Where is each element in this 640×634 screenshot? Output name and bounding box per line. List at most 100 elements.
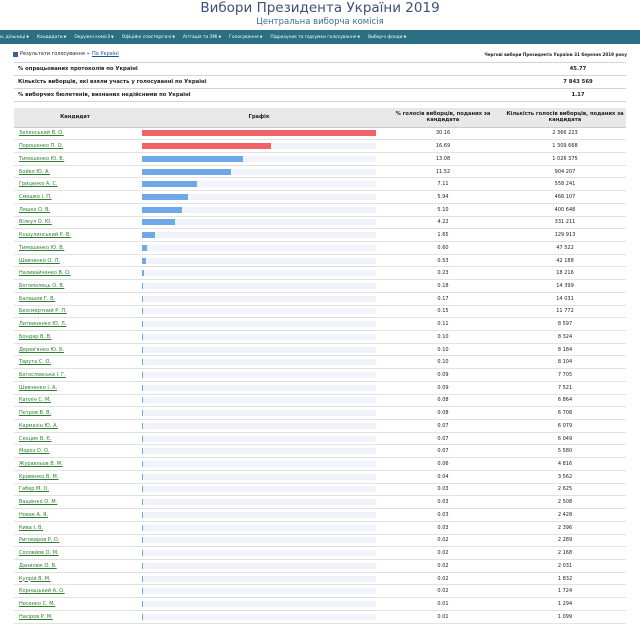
bar-track xyxy=(142,588,376,595)
vote-share-bar xyxy=(142,588,143,595)
bar-track xyxy=(142,435,376,442)
candidate-cell: Соловйов О. М. xyxy=(14,546,136,560)
candidate-link[interactable]: Насіров Р. М. xyxy=(19,613,53,620)
candidate-link[interactable]: Ващенко О. М. xyxy=(19,499,58,506)
caret-down-icon: ▼ xyxy=(357,35,361,39)
candidate-link[interactable]: Кривенко В. М. xyxy=(19,473,59,480)
candidate-cell: Зеленський В. О. xyxy=(14,127,136,141)
graph-cell xyxy=(136,610,382,624)
percent-cell: 4.22 xyxy=(382,216,504,230)
candidate-link[interactable]: Вілкул О. Ю. xyxy=(19,219,52,226)
count-cell: 558 241 xyxy=(504,177,626,192)
table-row: Богословська І. Г. 0.09 7 705 xyxy=(14,368,626,382)
candidate-link[interactable]: Кошулинський Р. В. xyxy=(19,232,71,239)
graph-cell xyxy=(136,228,382,242)
candidate-link[interactable]: Скоцик В. Є. xyxy=(19,435,52,442)
bar-track xyxy=(142,168,376,175)
nav-item-observers[interactable]: Офіційні спостерігачі ▼ xyxy=(121,34,175,40)
vote-share-bar xyxy=(142,372,143,379)
table-row: Порошенко П. О. 16.69 1 309 668 xyxy=(14,139,626,153)
candidate-link[interactable]: Гриценко А. С. xyxy=(19,181,58,188)
candidate-link[interactable]: Мороз О. О. xyxy=(19,448,50,455)
column-header-graph: Графік xyxy=(136,108,382,128)
candidate-cell: Дерев'янко Ю. Б. xyxy=(14,343,136,357)
candidate-link[interactable]: Носенко С. М. xyxy=(19,600,56,607)
breadcrumb-current-link[interactable]: По Україні xyxy=(92,51,119,57)
candidate-link[interactable]: Кива І. В. xyxy=(19,524,44,531)
site-subtitle: Центральна виборча комісія xyxy=(256,17,384,27)
candidate-link[interactable]: Богомолець О. В. xyxy=(19,282,65,289)
candidate-link[interactable]: Богословська І. Г. xyxy=(19,372,66,379)
graph-cell xyxy=(136,419,382,433)
double-chevron-icon: » xyxy=(86,51,91,57)
candidate-link[interactable]: Литвиненко Ю. Л. xyxy=(19,321,67,328)
candidate-link[interactable]: Бойко Ю. А. xyxy=(19,168,50,175)
candidate-link[interactable]: Журавльов В. М. xyxy=(19,461,63,468)
table-row: Гриценко А. С. 7.11 558 241 xyxy=(14,177,626,192)
candidate-link[interactable]: Соловйов О. М. xyxy=(19,550,59,557)
candidate-link[interactable]: Тимошенко Ю. В. xyxy=(19,244,65,251)
graph-cell xyxy=(136,343,382,357)
percent-cell: 0.02 xyxy=(382,572,504,586)
table-row: Купрій В. М. 0.02 1 832 xyxy=(14,572,626,586)
graph-cell xyxy=(136,317,382,331)
candidate-cell: Носенко С. М. xyxy=(14,597,136,611)
candidate-cell: Ващенко О. М. xyxy=(14,495,136,510)
candidate-cell: Безсмертний Р. П. xyxy=(14,305,136,319)
candidate-link[interactable]: Петров В. В. xyxy=(19,410,52,417)
graph-cell xyxy=(136,381,382,395)
nav-item-districts[interactable]: и, дільниці ▼ xyxy=(0,34,29,40)
nav-item-district-commissions[interactable]: Окружні комісії ▼ xyxy=(74,34,114,40)
candidate-link[interactable]: Тимошенко Ю. В. xyxy=(19,155,65,162)
candidate-link[interactable]: Габер М. О. xyxy=(19,486,50,493)
candidate-link[interactable]: Каплін С. М. xyxy=(19,397,51,404)
caret-down-icon: ▼ xyxy=(26,35,29,39)
candidate-link[interactable]: Корнацький А. О. xyxy=(19,588,65,595)
percent-cell: 0.07 xyxy=(382,419,504,433)
candidate-link[interactable]: Ляшко О. В. xyxy=(19,206,51,213)
count-cell: 2 289 xyxy=(504,534,626,548)
table-row: Богомолець О. В. 0.18 14 399 xyxy=(14,279,626,293)
table-row: Тимошенко Ю. В. 0.60 47 522 xyxy=(14,241,626,255)
nav-item-vote-count[interactable]: Підрахунок та підсумки голосування ▼ xyxy=(270,34,361,40)
candidate-link[interactable]: Бондар В. В. xyxy=(19,333,52,340)
summary-value: 1.17 xyxy=(526,88,626,102)
candidate-link[interactable]: Порошенко П. О. xyxy=(19,143,64,150)
candidate-link[interactable]: Наливайченко В. О. xyxy=(19,270,71,277)
nav-item-candidates[interactable]: Кандидати ▼ xyxy=(36,34,67,40)
candidate-link[interactable]: Безсмертний Р. П. xyxy=(19,308,67,315)
candidate-link[interactable]: Смешко І. П. xyxy=(19,193,52,200)
bar-track xyxy=(142,524,376,531)
percent-cell: 5.94 xyxy=(382,190,504,204)
graph-cell xyxy=(136,521,382,535)
nav-item-campaign-media[interactable]: Агітація та ЗМІ ▼ xyxy=(182,34,222,40)
candidate-cell: Ляшко О. В. xyxy=(14,203,136,217)
graph-cell xyxy=(136,139,382,153)
candidate-link[interactable]: Зеленський В. О. xyxy=(19,130,64,137)
candidate-link[interactable]: Шевченко І. А. xyxy=(19,384,58,391)
graph-cell xyxy=(136,394,382,408)
candidate-link[interactable]: Тарута С. О. xyxy=(19,359,52,366)
nav-item-voting[interactable]: Голосування ▼ xyxy=(229,34,263,40)
bar-track xyxy=(142,550,376,557)
vote-share-bar xyxy=(142,244,147,251)
candidate-link[interactable]: Данилюк О. В. xyxy=(19,562,57,569)
candidate-cell: Тарута С. О. xyxy=(14,355,136,370)
candidate-link[interactable]: Новак А. Я. xyxy=(19,511,49,518)
candidate-cell: Литвиненко Ю. Л. xyxy=(14,317,136,331)
candidate-link[interactable]: Дерев'янко Ю. Б. xyxy=(19,346,65,353)
candidate-link[interactable]: Купрій В. М. xyxy=(19,575,51,582)
percent-cell: 0.03 xyxy=(382,495,504,510)
graph-cell xyxy=(136,266,382,281)
count-cell: 2 366 223 xyxy=(504,127,626,141)
nav-item-election-funds[interactable]: Виборчі фонди ▼ xyxy=(368,34,407,40)
candidate-link[interactable]: Риговаров Р. О. xyxy=(19,537,60,544)
page-header: Вибори Президента України 2019 Центральн… xyxy=(0,0,640,30)
results-header-row: Кандидат Графік % голосів виборців, пода… xyxy=(14,108,626,128)
candidate-link[interactable]: Кармазін Ю. А. xyxy=(19,422,59,429)
candidate-link[interactable]: Шевченко О. Л. xyxy=(19,257,60,264)
candidate-cell: Богословська І. Г. xyxy=(14,368,136,382)
percent-cell: 16.69 xyxy=(382,139,504,153)
candidate-link[interactable]: Балашов Г. В. xyxy=(19,295,56,302)
percent-cell: 30.16 xyxy=(382,127,504,141)
